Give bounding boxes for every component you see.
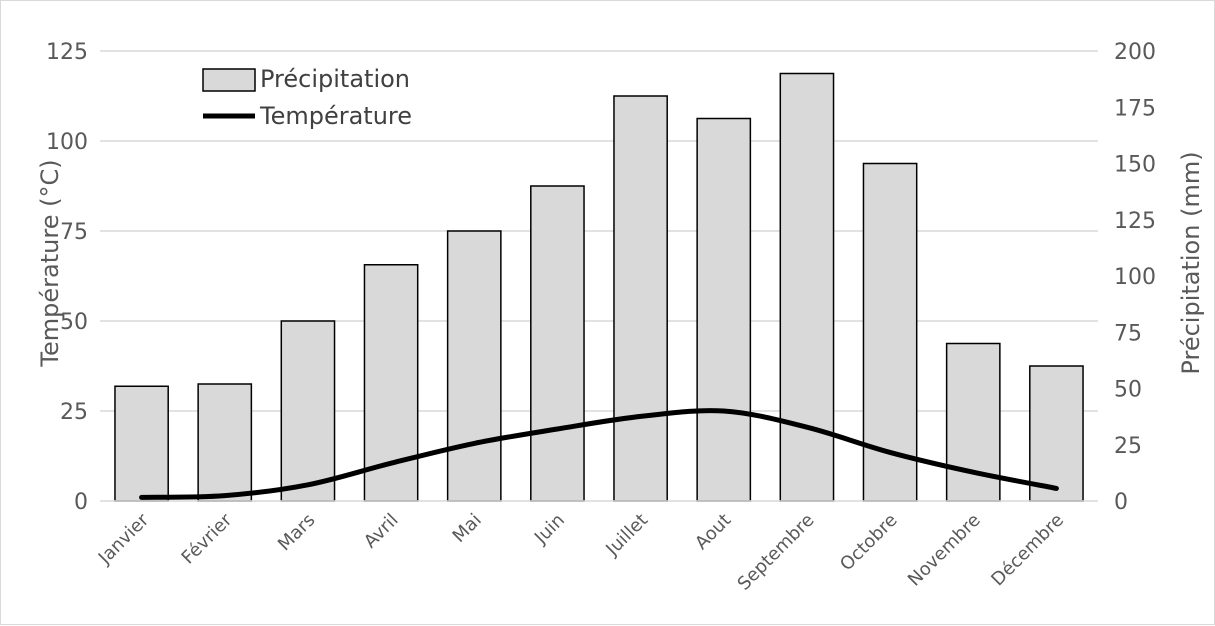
left-tick-label: 25 <box>60 400 88 425</box>
y-right-axis-title: Précipitation (mm) <box>1177 151 1205 374</box>
legend-precipitation-swatch <box>202 68 256 92</box>
precipitation-bar <box>1029 365 1084 502</box>
left-tick-label: 100 <box>46 130 88 155</box>
category-label: Février <box>178 509 237 568</box>
left-tick-label: 0 <box>74 490 88 515</box>
y-left-axis-title: Température (°C) <box>36 159 64 367</box>
right-tick-label: 50 <box>1114 378 1142 403</box>
right-tick-label: 25 <box>1114 434 1142 459</box>
precipitation-bar <box>779 72 835 502</box>
category-labels: Janvier Février Mars Avril Mai Juin Juillet Aou… <box>94 509 1068 594</box>
category-label: Juin <box>530 510 569 549</box>
right-tick-label: 0 <box>1114 490 1128 515</box>
category-label: Avril <box>360 510 403 553</box>
precipitation-bar <box>280 320 336 502</box>
category-label: Aout <box>691 510 735 554</box>
legend-precipitation-label: Précipitation <box>260 65 410 93</box>
right-tick-label: 100 <box>1114 265 1156 290</box>
right-tick-label: 200 <box>1114 40 1156 65</box>
left-tick-label: 50 <box>60 310 88 335</box>
right-tick-label: 75 <box>1114 321 1142 346</box>
precipitation-bar <box>696 117 752 502</box>
precipitation-bar <box>530 185 585 502</box>
left-axis-ticks: 0 25 50 75 100 125 <box>46 40 88 515</box>
category-label: Mars <box>274 510 319 555</box>
category-label: Septembre <box>734 510 819 595</box>
category-label: Mai <box>449 510 486 547</box>
precipitation-bar <box>114 385 169 502</box>
category-label: Octobre <box>836 510 902 576</box>
left-tick-label: 125 <box>46 40 88 65</box>
precipitation-bar <box>197 383 253 502</box>
category-label: Janvier <box>94 509 154 569</box>
category-label: Décembre <box>987 510 1068 591</box>
right-axis-ticks: 0 25 50 75 100 125 150 175 200 <box>1114 40 1156 515</box>
gridlines <box>100 50 1098 412</box>
temperature-line <box>139 408 1059 500</box>
category-label: Novembre <box>904 510 985 591</box>
category-label: Juillet <box>601 510 652 561</box>
right-tick-label: 125 <box>1114 209 1156 234</box>
precipitation-bar <box>446 230 502 502</box>
right-tick-label: 150 <box>1114 153 1156 178</box>
precipitation-bar <box>613 95 668 502</box>
legend-temperature-label: Température <box>259 102 412 130</box>
precipitation-bars <box>114 72 1084 502</box>
left-tick-label: 75 <box>60 220 88 245</box>
legend: Précipitation Température <box>202 65 412 130</box>
right-tick-label: 175 <box>1114 96 1156 121</box>
